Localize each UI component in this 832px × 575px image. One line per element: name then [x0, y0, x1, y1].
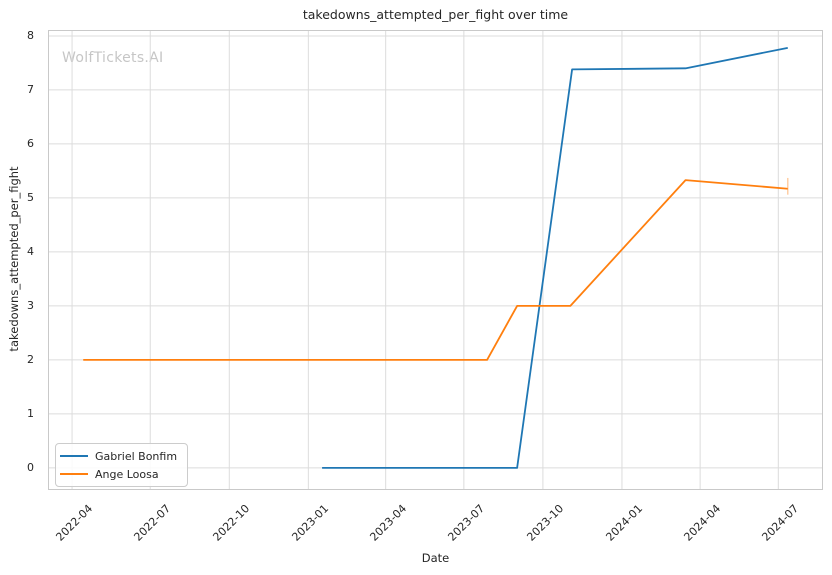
x-tick-label: 2022-07 [131, 502, 174, 544]
x-tick-label: 2022-04 [53, 502, 96, 544]
y-tick-label: 4 [27, 244, 34, 258]
legend-line-swatch [60, 454, 88, 458]
plot-border [48, 30, 823, 490]
x-tick-label: 2024-04 [681, 502, 724, 544]
y-tick-label: 5 [27, 190, 34, 204]
y-tick-label: 7 [27, 82, 34, 96]
legend-label: Ange Loosa [95, 467, 159, 481]
legend: Gabriel Bonfim Ange Loosa [55, 443, 189, 487]
y-tick-label: 3 [27, 298, 34, 312]
x-tick-label: 2024-07 [759, 502, 802, 544]
series-line-ange-loosa [83, 179, 788, 361]
x-tick-label: 2023-10 [524, 502, 567, 544]
legend-label: Gabriel Bonfim [95, 449, 178, 463]
y-tick-label: 8 [27, 28, 34, 42]
y-tick-label: 6 [27, 136, 34, 150]
legend-item: Ange Loosa [60, 465, 177, 483]
y-tick-label: 1 [27, 406, 34, 420]
watermark: WolfTickets.AI [62, 50, 164, 66]
x-tick-label: 2023-04 [367, 502, 409, 544]
legend-item: Gabriel Bonfim [60, 447, 177, 465]
y-tick-label: 0 [27, 460, 34, 474]
x-tick-label: 2024-01 [603, 502, 646, 544]
y-axis-label: takedowns_attempted_per_fight [7, 166, 21, 352]
x-axis-label: Date [421, 551, 450, 565]
chart-title: takedowns_attempted_per_fight over time [302, 7, 569, 22]
legend-line-swatch [60, 472, 88, 476]
x-tick-label: 2023-01 [289, 502, 332, 544]
series-line-gabriel-bonfim [322, 46, 788, 469]
y-tick-label: 2 [27, 352, 34, 366]
x-tick-label: 2023-07 [445, 502, 488, 544]
x-tick-label: 2022-10 [210, 502, 253, 544]
plot-area [48, 30, 823, 490]
